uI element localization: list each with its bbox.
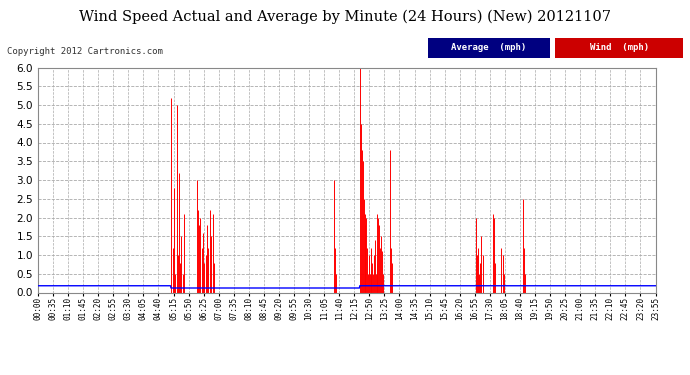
Text: Wind Speed Actual and Average by Minute (24 Hours) (New) 20121107: Wind Speed Actual and Average by Minute … bbox=[79, 9, 611, 24]
FancyBboxPatch shape bbox=[555, 38, 683, 58]
FancyBboxPatch shape bbox=[428, 38, 551, 58]
Text: Wind  (mph): Wind (mph) bbox=[590, 44, 649, 52]
Text: Copyright 2012 Cartronics.com: Copyright 2012 Cartronics.com bbox=[7, 47, 163, 56]
Text: Average  (mph): Average (mph) bbox=[451, 44, 526, 52]
